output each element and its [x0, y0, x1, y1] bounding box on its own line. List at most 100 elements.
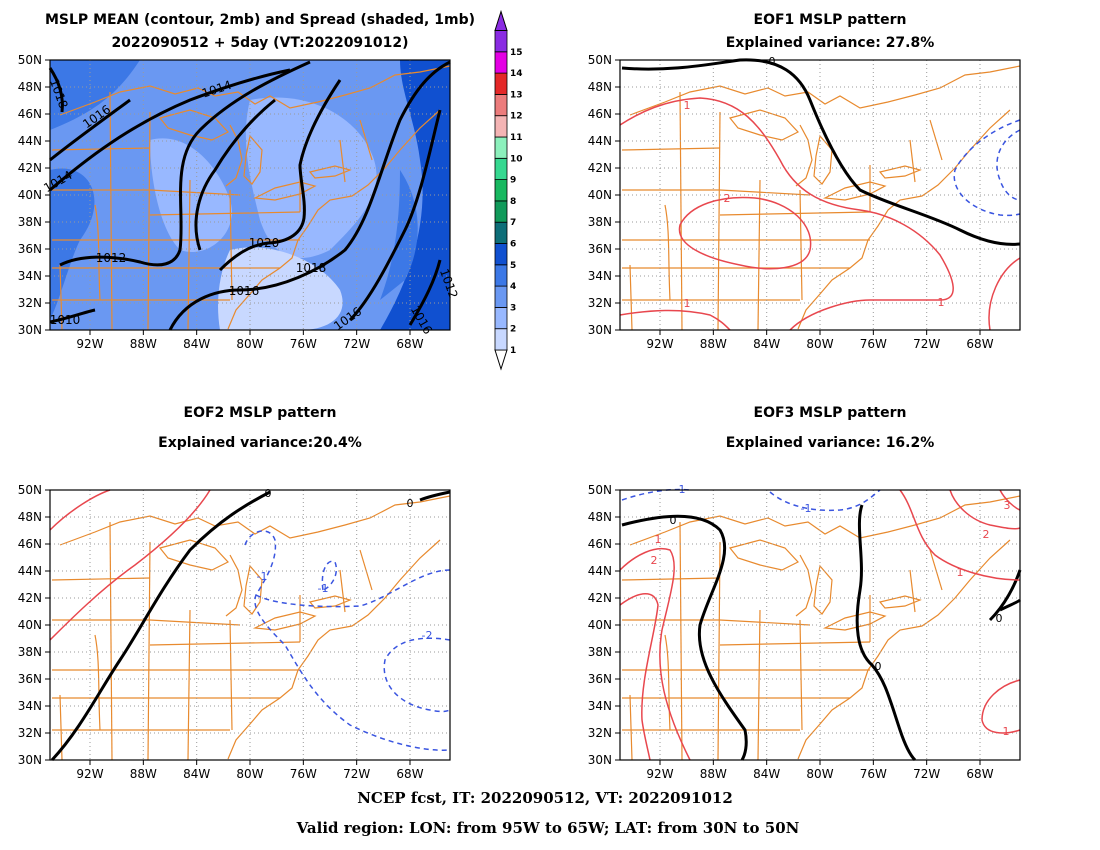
lon-tick-label: 80W [236, 337, 263, 351]
colorbar-swatch [494, 115, 508, 138]
lat-tick-label: 50N [18, 483, 42, 497]
lon-tick-label: 88W [700, 767, 727, 781]
lat-tick-label: 34N [18, 699, 42, 713]
lat-tick-label: 46N [588, 107, 612, 121]
mean-contour-label: 1020 [249, 236, 280, 250]
colorbar-swatch [494, 179, 508, 202]
colorbar-label: 1 [510, 346, 516, 356]
lon-tick-label: 88W [130, 767, 157, 781]
lat-tick-label: 36N [18, 242, 42, 256]
map-axes: 50N 48N 46N 44N 42N 40N 38N 36N 34N 32N 30N 92W 88W 8… [588, 483, 1021, 781]
map-axes: 50N 48N 46N 44N 42N 40N 38N 36N 34N 32N 30N 92W 88W 8… [18, 483, 451, 781]
lat-tick-label: 40N [588, 618, 612, 632]
lon-tick-label: 72W [913, 337, 940, 351]
lon-tick-label: 76W [860, 337, 887, 351]
eof2-subtitle: Explained variance:20.4% [158, 435, 362, 451]
eof1-contour-label: 2 [724, 192, 731, 205]
colorbar-swatch [494, 306, 508, 330]
panel-eof1: EOF1 MSLP pattern Explained variance: 27… [619, 12, 1021, 331]
colorbar-label: 9 [510, 176, 516, 186]
colorbar-label: 2 [510, 325, 516, 335]
lat-tick-label: 42N [18, 161, 42, 175]
eof3-contour-label: 3 [1004, 499, 1011, 512]
eof1-title: EOF1 MSLP pattern [754, 12, 907, 28]
lon-tick-label: 92W [646, 337, 673, 351]
panel-eof3: EOF3 MSLP pattern Explained variance: 16… [619, 405, 1022, 762]
colorbar-swatch [494, 285, 508, 308]
lat-tick-label: 44N [588, 134, 612, 148]
lon-tick-label: 76W [290, 337, 317, 351]
lat-tick-label: 34N [18, 269, 42, 283]
lon-tick-label: 68W [396, 337, 423, 351]
colorbar-label: 14 [510, 69, 523, 79]
lat-tick-label: 50N [588, 483, 612, 497]
lat-tick-label: 30N [18, 753, 42, 767]
lat-tick-label: 40N [18, 188, 42, 202]
colorbar-swatch [494, 72, 508, 95]
eof3-contour-label: 2 [983, 528, 990, 541]
eof3-contour-label: 0 [996, 612, 1003, 625]
lat-tick-label: 42N [588, 161, 612, 175]
lat-tick-label: 30N [588, 323, 612, 337]
colorbar-label: 13 [510, 90, 523, 100]
lat-tick-label: 36N [18, 672, 42, 686]
lon-tick-label: 68W [966, 767, 993, 781]
colorbar-label: 3 [510, 303, 516, 313]
mean-contour-label: 1018 [296, 261, 327, 275]
lon-tick-label: 92W [76, 767, 103, 781]
lon-tick-label: 92W [646, 767, 673, 781]
map-axes: 50N 48N 46N 44N 42N 40N 38N 36N 34N 32N 30N 92W 88W 8… [18, 53, 451, 351]
lat-tick-label: 44N [18, 134, 42, 148]
lat-tick-label: 36N [588, 672, 612, 686]
colorbar-label: 8 [510, 197, 516, 207]
lat-tick-label: 50N [588, 53, 612, 67]
colorbar-lower-triangle [494, 349, 508, 371]
lon-tick-label: 72W [343, 767, 370, 781]
eof1-contour-label: 1 [684, 297, 691, 310]
colorbar-swatch [494, 328, 508, 351]
eof3-contour-label: 0 [670, 514, 677, 527]
lat-tick-label: 40N [588, 188, 612, 202]
lon-tick-label: 80W [236, 767, 263, 781]
colorbar-label: 10 [510, 154, 523, 164]
colorbar-label: 11 [510, 133, 523, 143]
colorbar-swatch [494, 94, 508, 117]
lon-tick-label: 88W [130, 337, 157, 351]
colorbar-swatch [494, 51, 508, 74]
lat-tick-label: 34N [588, 269, 612, 283]
lon-tick-label: 68W [396, 767, 423, 781]
eof3-contour-label: 1 [1003, 725, 1010, 738]
lat-tick-label: 48N [588, 80, 612, 94]
colorbar-swatch [494, 221, 508, 244]
colorbar-label: 15 [510, 48, 523, 58]
lat-tick-label: 38N [588, 215, 612, 229]
lon-tick-label: 80W [806, 337, 833, 351]
colorbar-swatch [494, 136, 508, 159]
colorbar-swatch [494, 157, 508, 181]
lon-tick-label: 72W [913, 767, 940, 781]
lat-tick-label: 50N [18, 53, 42, 67]
eof2-contour-label: -2 [422, 629, 433, 642]
eof1-contour-label: 1 [684, 99, 691, 112]
eof2-contour-label: -1 [318, 582, 329, 595]
lon-tick-label: 76W [290, 767, 317, 781]
lon-tick-label: 84W [753, 767, 780, 781]
eof2-contour-labels: 0 0 -1 -1 -2 [257, 487, 433, 642]
panel-mean: MSLP MEAN (contour, 2mb) and Spread (sha… [41, 12, 475, 337]
lat-tick-label: 46N [18, 537, 42, 551]
eof1-contour-labels: 0 1 2 1 1 [684, 55, 945, 310]
lat-tick-label: 44N [588, 564, 612, 578]
lat-tick-label: 38N [18, 645, 42, 659]
lon-tick-label: 84W [183, 767, 210, 781]
mean-title: MSLP MEAN (contour, 2mb) and Spread (sha… [45, 12, 475, 28]
lat-tick-label: 46N [18, 107, 42, 121]
footer-line-1: NCEP fcst, IT: 2022090512, VT: 202209101… [357, 789, 733, 807]
lon-tick-label: 84W [183, 337, 210, 351]
lon-tick-label: 92W [76, 337, 103, 351]
lon-tick-label: 72W [343, 337, 370, 351]
lat-tick-label: 34N [588, 699, 612, 713]
lat-tick-label: 42N [588, 591, 612, 605]
eof2-contour-label: -1 [257, 570, 268, 583]
lat-tick-label: 48N [588, 510, 612, 524]
lat-tick-label: 44N [18, 564, 42, 578]
